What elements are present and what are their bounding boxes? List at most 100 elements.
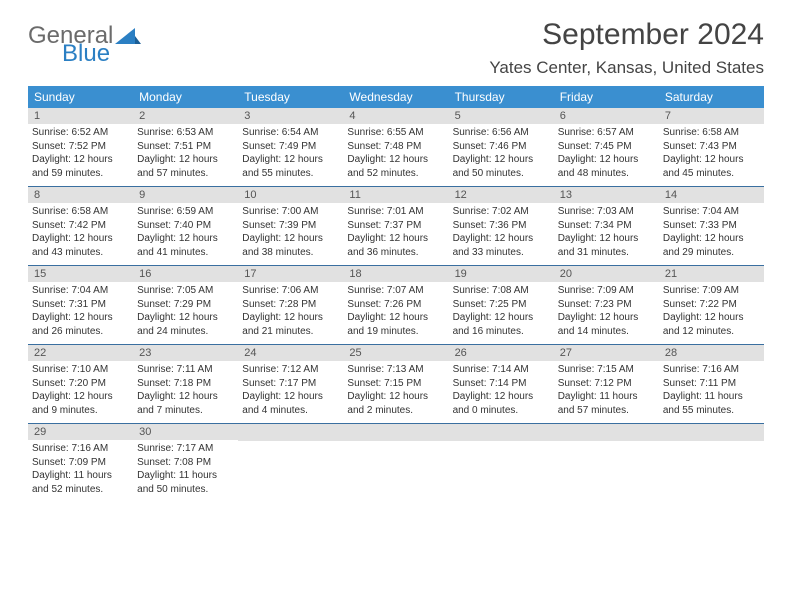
day-number: 4	[343, 108, 448, 124]
day-header: Saturday	[659, 86, 764, 108]
calendar: SundayMondayTuesdayWednesdayThursdayFrid…	[28, 86, 764, 502]
cell-details: Sunrise: 6:58 AMSunset: 7:42 PMDaylight:…	[32, 205, 129, 259]
month-title: September 2024	[489, 18, 764, 52]
logo-triangle-icon	[115, 26, 141, 46]
calendar-cell: 17 Sunrise: 7:06 AMSunset: 7:28 PMDayligh…	[238, 266, 343, 344]
day-number: 17	[238, 266, 343, 282]
calendar-cell	[659, 424, 764, 502]
day-number: 3	[238, 108, 343, 124]
title-block: September 2024 Yates Center, Kansas, Uni…	[489, 18, 764, 78]
day-number: 26	[449, 345, 554, 361]
cell-details: Sunrise: 7:15 AMSunset: 7:12 PMDaylight:…	[558, 363, 655, 417]
calendar-cell: 4 Sunrise: 6:55 AMSunset: 7:48 PMDaylight…	[343, 108, 448, 186]
day-number: 6	[554, 108, 659, 124]
cell-details: Sunrise: 7:02 AMSunset: 7:36 PMDaylight:…	[453, 205, 550, 259]
calendar-cell: 11Sunrise: 7:01 AMSunset: 7:37 PMDayligh…	[343, 187, 448, 265]
calendar-cell: 10 Sunrise: 7:00 AMSunset: 7:39 PMDayligh…	[238, 187, 343, 265]
calendar-cell: 14 Sunrise: 7:04 AMSunset: 7:33 PMDayligh…	[659, 187, 764, 265]
calendar-cell: 6 Sunrise: 6:57 AMSunset: 7:45 PMDaylight…	[554, 108, 659, 186]
day-header: Friday	[554, 86, 659, 108]
calendar-cell: 20 Sunrise: 7:09 AMSunset: 7:23 PMDayligh…	[554, 266, 659, 344]
day-number: 16	[133, 266, 238, 282]
cell-details: Sunrise: 7:09 AMSunset: 7:23 PMDaylight:…	[558, 284, 655, 338]
cell-details: Sunrise: 6:53 AMSunset: 7:51 PMDaylight:…	[137, 126, 234, 180]
calendar-cell	[238, 424, 343, 502]
day-number-empty	[554, 424, 659, 441]
day-headers: SundayMondayTuesdayWednesdayThursdayFrid…	[28, 86, 764, 108]
location: Yates Center, Kansas, United States	[489, 58, 764, 78]
calendar-cell: 2 Sunrise: 6:53 AMSunset: 7:51 PMDaylight…	[133, 108, 238, 186]
day-number: 9	[133, 187, 238, 203]
day-number: 20	[554, 266, 659, 282]
calendar-cell: 19 Sunrise: 7:08 AMSunset: 7:25 PMDayligh…	[449, 266, 554, 344]
cell-details: Sunrise: 7:00 AMSunset: 7:39 PMDaylight:…	[242, 205, 339, 259]
calendar-cell	[343, 424, 448, 502]
cell-details: Sunrise: 6:56 AMSunset: 7:46 PMDaylight:…	[453, 126, 550, 180]
cell-details: Sunrise: 7:05 AMSunset: 7:29 PMDaylight:…	[137, 284, 234, 338]
calendar-cell: 16 Sunrise: 7:05 AMSunset: 7:29 PMDayligh…	[133, 266, 238, 344]
cell-details: Sunrise: 7:03 AMSunset: 7:34 PMDaylight:…	[558, 205, 655, 259]
calendar-cell: 12 Sunrise: 7:02 AMSunset: 7:36 PMDayligh…	[449, 187, 554, 265]
day-number: 30	[133, 424, 238, 440]
week-row: 8 Sunrise: 6:58 AMSunset: 7:42 PMDaylight…	[28, 187, 764, 266]
calendar-cell: 3 Sunrise: 6:54 AMSunset: 7:49 PMDaylight…	[238, 108, 343, 186]
cell-details: Sunrise: 7:16 AMSunset: 7:09 PMDaylight:…	[32, 442, 129, 496]
cell-details: Sunrise: 6:54 AMSunset: 7:49 PMDaylight:…	[242, 126, 339, 180]
header: General Blue September 2024 Yates Center…	[28, 18, 764, 78]
day-number-empty	[343, 424, 448, 441]
calendar-cell: 9 Sunrise: 6:59 AMSunset: 7:40 PMDaylight…	[133, 187, 238, 265]
day-header: Monday	[133, 86, 238, 108]
logo-word2: Blue	[62, 42, 113, 66]
day-number: 28	[659, 345, 764, 361]
cell-details: Sunrise: 6:58 AMSunset: 7:43 PMDaylight:…	[663, 126, 760, 180]
logo: General Blue	[28, 24, 141, 66]
day-header: Sunday	[28, 86, 133, 108]
day-number: 19	[449, 266, 554, 282]
calendar-cell: 1Sunrise: 6:52 AMSunset: 7:52 PMDaylight…	[28, 108, 133, 186]
day-number: 11	[343, 187, 448, 203]
calendar-cell	[554, 424, 659, 502]
day-number: 27	[554, 345, 659, 361]
day-number: 13	[554, 187, 659, 203]
day-number: 5	[449, 108, 554, 124]
cell-details: Sunrise: 6:55 AMSunset: 7:48 PMDaylight:…	[347, 126, 444, 180]
day-header: Thursday	[449, 86, 554, 108]
cell-details: Sunrise: 6:59 AMSunset: 7:40 PMDaylight:…	[137, 205, 234, 259]
calendar-cell: 24Sunrise: 7:12 AMSunset: 7:17 PMDayligh…	[238, 345, 343, 423]
day-header: Wednesday	[343, 86, 448, 108]
calendar-cell: 28 Sunrise: 7:16 AMSunset: 7:11 PMDayligh…	[659, 345, 764, 423]
cell-details: Sunrise: 7:04 AMSunset: 7:33 PMDaylight:…	[663, 205, 760, 259]
cell-details: Sunrise: 6:57 AMSunset: 7:45 PMDaylight:…	[558, 126, 655, 180]
cell-details: Sunrise: 7:16 AMSunset: 7:11 PMDaylight:…	[663, 363, 760, 417]
week-row: 1Sunrise: 6:52 AMSunset: 7:52 PMDaylight…	[28, 108, 764, 187]
calendar-cell: 18Sunrise: 7:07 AMSunset: 7:26 PMDayligh…	[343, 266, 448, 344]
calendar-cell: 13 Sunrise: 7:03 AMSunset: 7:34 PMDayligh…	[554, 187, 659, 265]
day-number: 14	[659, 187, 764, 203]
cell-details: Sunrise: 7:10 AMSunset: 7:20 PMDaylight:…	[32, 363, 129, 417]
calendar-cell: 15Sunrise: 7:04 AMSunset: 7:31 PMDayligh…	[28, 266, 133, 344]
cell-details: Sunrise: 7:17 AMSunset: 7:08 PMDaylight:…	[137, 442, 234, 496]
cell-details: Sunrise: 6:52 AMSunset: 7:52 PMDaylight:…	[32, 126, 129, 180]
cell-details: Sunrise: 7:04 AMSunset: 7:31 PMDaylight:…	[32, 284, 129, 338]
calendar-cell: 26 Sunrise: 7:14 AMSunset: 7:14 PMDayligh…	[449, 345, 554, 423]
cell-details: Sunrise: 7:06 AMSunset: 7:28 PMDaylight:…	[242, 284, 339, 338]
calendar-cell: 27 Sunrise: 7:15 AMSunset: 7:12 PMDayligh…	[554, 345, 659, 423]
cell-details: Sunrise: 7:08 AMSunset: 7:25 PMDaylight:…	[453, 284, 550, 338]
calendar-cell: 5 Sunrise: 6:56 AMSunset: 7:46 PMDaylight…	[449, 108, 554, 186]
calendar-cell: 22Sunrise: 7:10 AMSunset: 7:20 PMDayligh…	[28, 345, 133, 423]
cell-details: Sunrise: 7:13 AMSunset: 7:15 PMDaylight:…	[347, 363, 444, 417]
cell-details: Sunrise: 7:09 AMSunset: 7:22 PMDaylight:…	[663, 284, 760, 338]
calendar-cell: 25 Sunrise: 7:13 AMSunset: 7:15 PMDayligh…	[343, 345, 448, 423]
cell-details: Sunrise: 7:14 AMSunset: 7:14 PMDaylight:…	[453, 363, 550, 417]
day-number: 10	[238, 187, 343, 203]
calendar-cell: 21Sunrise: 7:09 AMSunset: 7:22 PMDayligh…	[659, 266, 764, 344]
day-number: 8	[28, 187, 133, 203]
calendar-cell: 30 Sunrise: 7:17 AMSunset: 7:08 PMDayligh…	[133, 424, 238, 502]
calendar-cell: 7 Sunrise: 6:58 AMSunset: 7:43 PMDaylight…	[659, 108, 764, 186]
day-number: 24	[238, 345, 343, 361]
day-number: 7	[659, 108, 764, 124]
day-number: 12	[449, 187, 554, 203]
day-number: 25	[343, 345, 448, 361]
day-number: 2	[133, 108, 238, 124]
day-number: 23	[133, 345, 238, 361]
